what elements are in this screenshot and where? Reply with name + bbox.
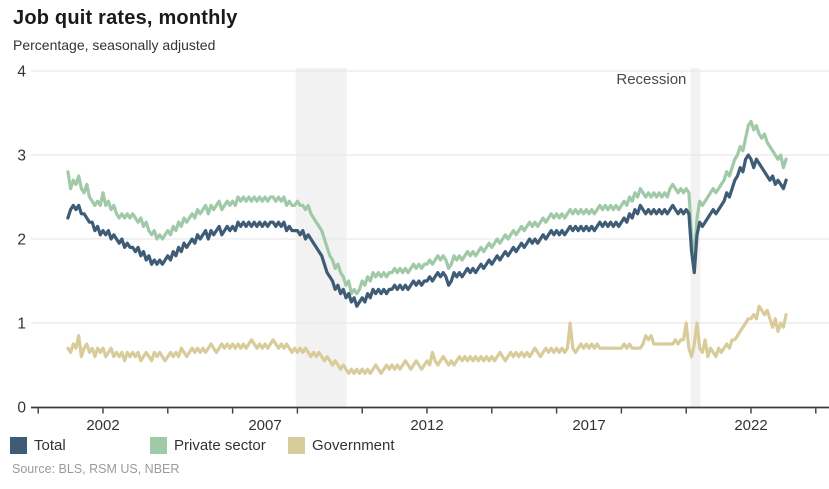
y-tick-label: 1: [17, 316, 26, 333]
y-tick-label: 2: [17, 232, 26, 249]
source-note: Source: BLS, RSM US, NBER: [12, 462, 180, 476]
y-tick-label: 3: [17, 148, 26, 165]
x-tick-label: 2007: [248, 417, 281, 434]
chart-legend: Total Private sector Government: [0, 436, 829, 456]
x-tick-label: 2022: [734, 417, 767, 434]
series-line-government: [66, 304, 788, 375]
recession-annotation: Recession: [616, 71, 686, 88]
government-swatch: [288, 436, 305, 454]
legend-item-government: Government: [288, 436, 395, 454]
legend-item-private-sector: Private sector: [150, 436, 266, 454]
page-subtitle: Percentage, seasonally adjusted: [13, 37, 216, 53]
x-tick-label: 2012: [410, 417, 443, 434]
series-line-private-sector: [66, 119, 788, 296]
legend-label-government: Government: [312, 436, 395, 454]
page-title: Job quit rates, monthly: [13, 7, 238, 29]
private-sector-swatch: [150, 436, 167, 454]
x-tick-label: 2017: [572, 417, 605, 434]
series-line-total: [66, 153, 788, 308]
y-tick-label: 4: [17, 64, 26, 81]
total-swatch: [10, 436, 27, 454]
x-tick-label: 2002: [86, 417, 119, 434]
y-tick-label: 0: [17, 400, 26, 417]
legend-item-total: Total: [10, 436, 66, 454]
legend-label-total: Total: [34, 436, 66, 454]
quit-rates-chart: 0 1 2 3 4 Recession 2002 2007 2012 2017 2022: [17, 64, 829, 434]
legend-label-private-sector: Private sector: [174, 436, 266, 454]
